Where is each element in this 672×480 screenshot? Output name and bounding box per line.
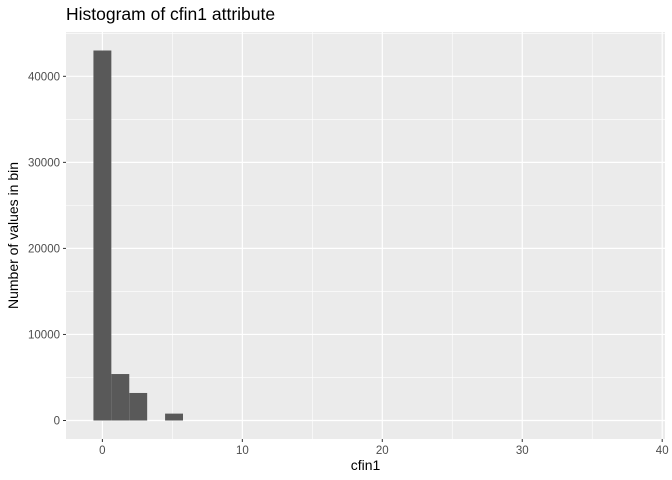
x-axis-title: cfin1 bbox=[351, 457, 381, 473]
chart-title: Histogram of cfin1 attribute bbox=[66, 4, 275, 24]
x-tick-label: 10 bbox=[236, 445, 249, 457]
y-tick-label: 10000 bbox=[28, 329, 60, 341]
grid-minor bbox=[66, 32, 665, 439]
histogram-bar bbox=[111, 374, 130, 421]
histogram-bar bbox=[165, 413, 184, 421]
histogram-bar bbox=[93, 50, 112, 421]
x-tick-label: 0 bbox=[99, 445, 105, 457]
y-tick-label: 30000 bbox=[28, 157, 60, 169]
histogram-bar bbox=[129, 392, 148, 421]
y-tick-label: 20000 bbox=[28, 243, 60, 255]
x-axis: 0 10 20 30 40 bbox=[99, 439, 669, 457]
x-tick-label: 40 bbox=[656, 445, 669, 457]
plot-panel bbox=[66, 32, 665, 439]
y-axis-title: Number of values in bin bbox=[5, 162, 21, 309]
y-axis: 0 10000 20000 30000 40000 bbox=[28, 71, 66, 428]
x-tick-label: 30 bbox=[516, 445, 529, 457]
y-tick-label: 0 bbox=[54, 416, 60, 428]
x-tick-label: 20 bbox=[376, 445, 389, 457]
grid-major bbox=[66, 32, 665, 439]
y-tick-label: 40000 bbox=[28, 71, 60, 83]
histogram-bars bbox=[93, 50, 184, 421]
